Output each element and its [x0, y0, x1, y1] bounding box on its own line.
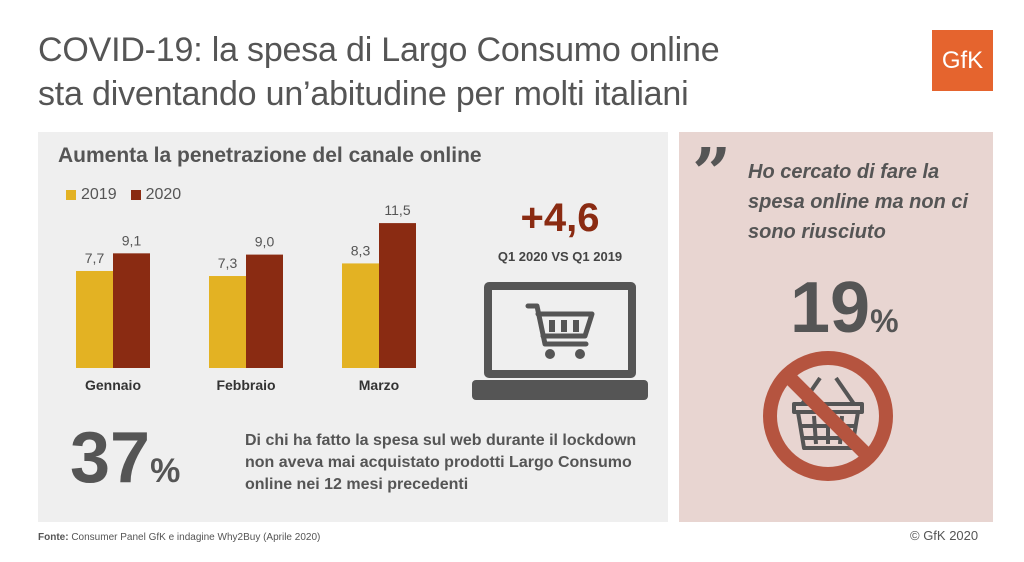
no-basket-icon [763, 351, 893, 481]
category-label-gennaio: Gennaio [85, 377, 141, 393]
stat-19-percent: 19% [790, 268, 899, 361]
legend-label-2019: 2019 [81, 186, 117, 203]
stat-19-number: 19 [790, 268, 871, 348]
data-label-2019-gennaio: 7,7 [85, 250, 105, 266]
comparison-value: +4,6 [520, 196, 600, 240]
source-label: Fonte: [38, 532, 69, 543]
source-note: Fonte: Consumer Panel GfK e indagine Why… [38, 532, 320, 543]
chart-legend: 2019 2020 [66, 186, 195, 204]
category-label-marzo: Marzo [359, 377, 399, 393]
data-label-2020-febbraio: 9,0 [255, 234, 275, 250]
stat-19-unit: % [870, 303, 899, 339]
bar-2020-gennaio [113, 253, 150, 368]
stat-37-description: Di chi ha fatto la spesa sul web durante… [245, 432, 637, 493]
stat-37-unit: % [150, 452, 181, 490]
legend-swatch-2020 [130, 190, 141, 200]
data-label-2020-marzo: 11,5 [384, 202, 410, 218]
legend-item-2019: 2019 [66, 186, 117, 204]
stat-37-percent: 37% [70, 418, 180, 511]
category-label-febbraio: Febbraio [216, 377, 275, 393]
bar-2020-febbraio [246, 254, 283, 368]
title-line-1: COVID-19: la spesa di Largo Consumo onli… [38, 31, 720, 69]
bar-2019-febbraio [209, 276, 246, 368]
gfk-logo: GfK [932, 30, 993, 91]
bar-2019-marzo [342, 263, 379, 368]
source-text: Consumer Panel GfK e indagine Why2Buy (A… [71, 532, 321, 543]
legend-label-2020: 2020 [145, 186, 182, 203]
bar-2019-gennaio [76, 270, 113, 368]
page-title: COVID-19: la spesa di Largo Consumo onli… [38, 28, 720, 116]
data-label-2019-febbraio: 7,3 [218, 255, 238, 271]
comparison-label: Q1 2020 VS Q1 2019 [497, 249, 623, 264]
data-label-2020-gennaio: 9,1 [122, 232, 142, 248]
stat-37-number: 37 [70, 418, 151, 498]
legend-item-2020: 2020 [130, 186, 182, 204]
quote-icon: ” [692, 134, 732, 214]
quote-text: Ho cercato di fare la spesa online ma no… [748, 161, 969, 243]
right-panel [679, 132, 993, 522]
laptop-cart-icon [472, 282, 648, 400]
title-line-2: sta diventando un’abitudine per molti it… [38, 75, 689, 113]
chart-title: Aumenta la penetrazione del canale onlin… [58, 144, 482, 167]
copyright: © GfK 2020 [910, 528, 979, 543]
data-label-2019-marzo: 8,3 [351, 242, 371, 258]
bar-2020-marzo [379, 223, 416, 368]
legend-swatch-2019 [66, 190, 76, 200]
